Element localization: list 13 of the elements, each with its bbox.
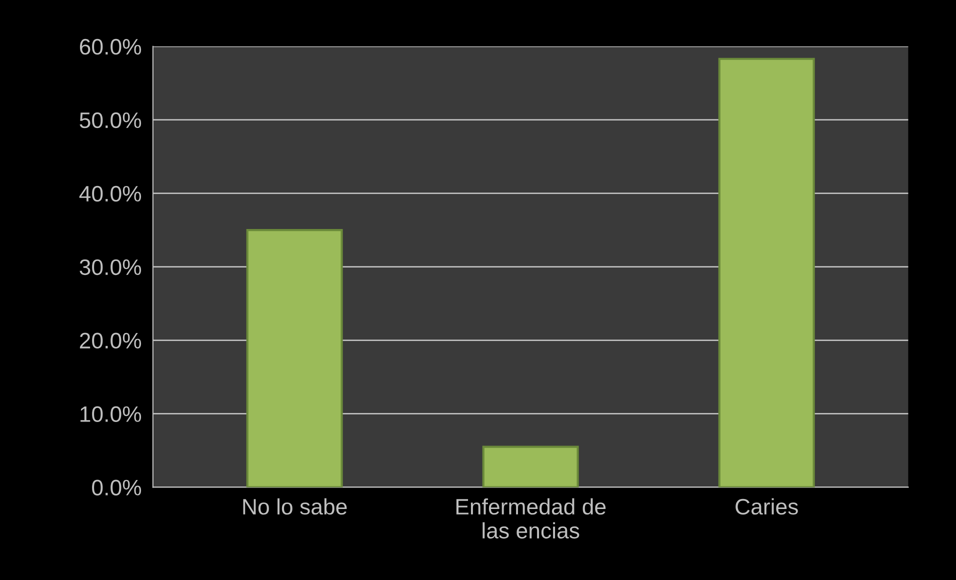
y-tick-label: 60.0% [80, 38, 142, 55]
bar [482, 446, 579, 488]
x-tick-label: Caries [736, 498, 798, 515]
bar [246, 229, 343, 488]
y-tick-label: 20.0% [80, 332, 142, 349]
y-tick-label: 0.0% [92, 480, 142, 496]
y-tick-label: 10.0% [80, 406, 142, 422]
y-tick-label: 40.0% [79, 186, 142, 202]
x-tick-label: No lo sabe [243, 498, 347, 515]
x-tick-label: Enfermedad de las encias [456, 498, 606, 539]
bar [718, 58, 815, 488]
y-tick-label: 50.0% [80, 112, 142, 128]
y-tick-label: 30.0% [80, 259, 142, 276]
